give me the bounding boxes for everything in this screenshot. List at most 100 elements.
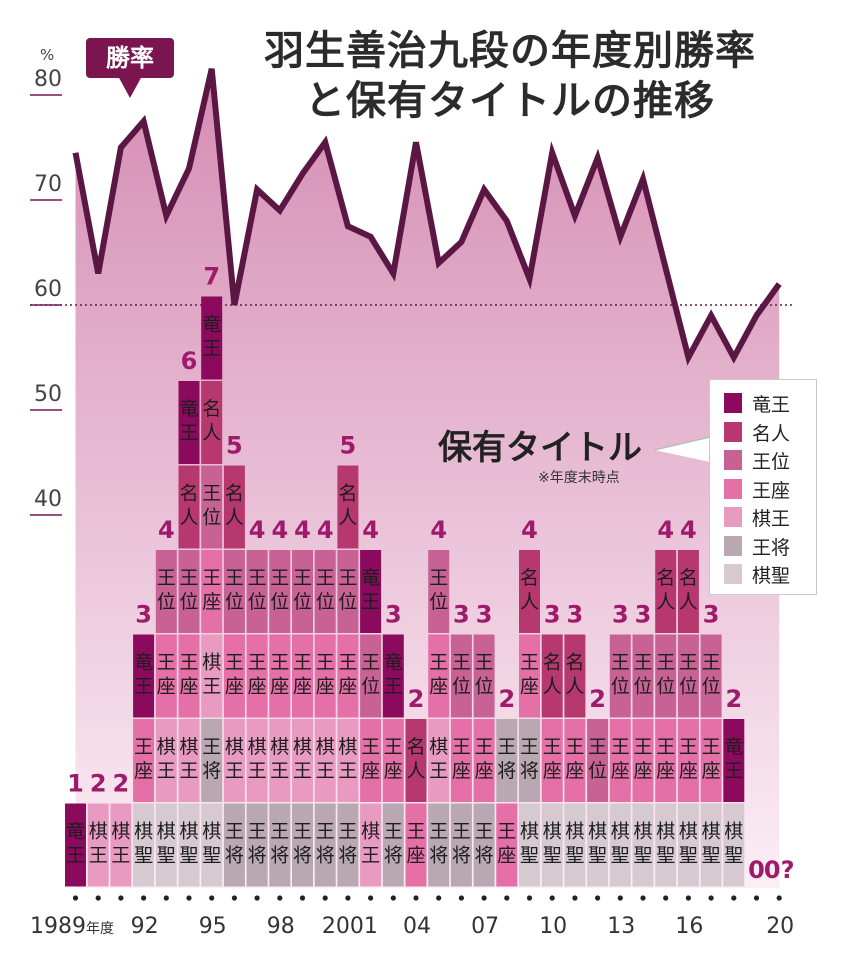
x-tick-dot — [481, 895, 487, 901]
bar-segment-label: 王 — [611, 736, 630, 758]
bar-segment: 名人 — [223, 465, 245, 549]
bar-segment: 竜王 — [65, 803, 86, 887]
bar-segment-label: 名 — [202, 398, 221, 420]
bar-segment-label: 座 — [270, 676, 289, 698]
chart-title-line1: 羽生善治九段の年度別勝率 — [264, 28, 756, 74]
bar-segment-rect — [700, 634, 722, 718]
bar-segment-label: 将 — [293, 845, 312, 867]
bar-count-label: 3 — [567, 601, 584, 629]
bar-segment: 棋聖 — [564, 803, 586, 887]
legend-swatch — [724, 564, 742, 584]
bar-segment: 棋聖 — [178, 803, 200, 887]
x-tick-dot — [526, 895, 533, 901]
bar-segment-rect — [269, 719, 291, 802]
bar-segment-label: 王 — [497, 821, 516, 843]
y-tick-label: 60 — [34, 277, 62, 302]
x-tick-dot — [368, 895, 374, 901]
bar-count-label: 2 — [589, 685, 606, 713]
bar-segment-label: 座 — [611, 760, 630, 782]
bar-segment-label: 人 — [225, 507, 244, 529]
bar-segment-rect — [541, 634, 563, 718]
bar-segment: 王座 — [450, 719, 472, 802]
bar-segment-label: 座 — [361, 760, 380, 782]
bar-segment: 王位 — [609, 634, 631, 718]
bar-segment-rect — [155, 719, 177, 802]
x-tick-dot — [299, 895, 306, 901]
bar-segment-label: 王 — [248, 760, 267, 782]
bar-segment-rect — [677, 803, 699, 887]
bar-segment-label: 竜 — [179, 398, 198, 420]
bar-segment-rect — [450, 719, 472, 802]
y-unit-label: % — [40, 46, 55, 64]
bar-segment-label: 座 — [656, 760, 675, 782]
bar-segment-rect — [519, 719, 540, 802]
bar-count-label: 4 — [294, 516, 311, 544]
bar-segment-rect — [632, 719, 654, 802]
x-tick-dot — [390, 895, 396, 901]
bar-segment: 名人 — [201, 381, 223, 464]
bar-segment: 王座 — [155, 634, 177, 718]
x-tick-dot — [708, 895, 714, 901]
bar-segment-label: 将 — [520, 760, 539, 782]
x-axis-unit: 年度 — [86, 921, 114, 937]
bar-segment-rect — [178, 550, 200, 633]
bar-segment: 棋王 — [428, 719, 450, 802]
bar-count-label: 3 — [635, 601, 652, 629]
bar-segment: 王位 — [223, 550, 245, 633]
bar-segment-label: 位 — [656, 676, 675, 698]
legend-swatch — [724, 478, 742, 499]
bar-segment: 竜王 — [133, 634, 155, 718]
bar-segment-label: 王 — [157, 567, 176, 589]
bar-segment-label: 位 — [338, 591, 357, 613]
legend-label: 王将 — [752, 536, 791, 559]
bar-segment-label: 位 — [293, 591, 312, 613]
bar-segment: 王位 — [632, 634, 654, 718]
x-tick-dot — [254, 895, 260, 901]
bar-segment: 王座 — [519, 634, 540, 718]
bar-segment-label: 棋 — [702, 821, 721, 843]
bar-segment: 王位 — [337, 550, 359, 633]
x-tick-label: 1989年度 — [30, 914, 114, 939]
bar-segment-label: 位 — [679, 676, 698, 698]
bar-segment-label: 位 — [202, 507, 221, 529]
bar-segment-rect — [246, 803, 268, 887]
bar-segment-rect — [292, 803, 313, 887]
bar-segment: 棋王 — [223, 719, 245, 802]
bar-segment-label: 名 — [565, 652, 584, 674]
bar-segment-rect — [292, 719, 313, 802]
bar-count-label: 7 — [203, 263, 220, 291]
bar-segment-rect — [246, 719, 268, 802]
legend-label: 棋王 — [752, 508, 791, 530]
bar-segment: 王将 — [428, 803, 450, 887]
bar-segment-label: 座 — [452, 760, 471, 782]
bar-segment-label: 座 — [134, 760, 153, 782]
bar-segment-rect — [201, 634, 223, 718]
bar-segment-rect — [677, 634, 699, 718]
bar-segment-label: 棋 — [248, 736, 267, 758]
bar-segment-label: 王 — [565, 736, 584, 758]
bar-segment-rect — [609, 803, 631, 887]
bar-segment: 棋王 — [314, 719, 336, 802]
bar-segment: 棋聖 — [541, 803, 563, 887]
bar-segment-rect — [428, 550, 450, 633]
bar-segment-label: 王 — [293, 760, 312, 782]
x-tick-dot — [231, 895, 237, 901]
bar-segment: 王座 — [201, 550, 223, 633]
x-tick-dot — [72, 895, 79, 901]
bar-segment-label: 棋 — [679, 821, 698, 843]
bar-segment-label: 座 — [475, 760, 494, 782]
bar-segment-label: 王 — [270, 821, 289, 843]
bar-segment-label: 王 — [316, 652, 335, 674]
bar-segment-label: 座 — [202, 591, 221, 613]
bar-segment-label: 竜 — [202, 314, 221, 336]
x-tick-dot — [776, 895, 782, 901]
bar-segment-label: 王 — [270, 652, 289, 674]
bar-segment-rect — [223, 634, 245, 718]
bar-segment-label: 王 — [611, 652, 630, 674]
bar-segment: 王位 — [269, 550, 291, 633]
bar-count-label: 2 — [408, 685, 425, 713]
bar-segment-label: 棋 — [179, 821, 198, 843]
bar-segment-label: 王 — [270, 760, 289, 782]
bar-count-label: 4 — [430, 516, 447, 544]
bar-segment-rect — [632, 803, 654, 887]
